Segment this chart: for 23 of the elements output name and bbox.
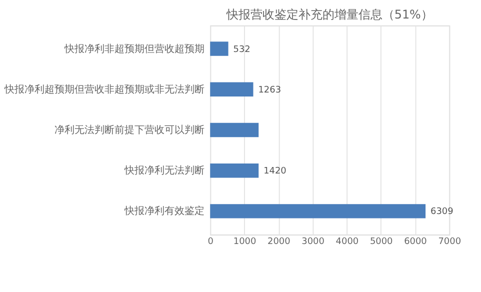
y-tick-label: 快报净利无法判断 [124,164,205,177]
x-tick-label: 4000 [336,237,359,248]
y-tick-label: 快报净利有效鉴定 [124,205,205,218]
chart-title: 快报营收鉴定补充的增量信息（51%） [225,7,433,22]
y-tick-label: 净利无法判断前提下营收可以判断 [54,124,205,136]
x-tick-label: 1000 [233,237,256,248]
data-label: 1263 [258,85,282,96]
bar [210,82,254,96]
x-tick-label: 5000 [370,237,394,248]
x-tick-label: 6000 [404,237,428,248]
y-tick-label: 快报净利超预期但营收非超预期或非无法判断 [4,83,205,96]
data-label: 1420 [264,166,287,177]
data-label: 6309 [430,207,454,218]
bar [210,163,259,178]
bar [210,122,259,138]
x-tick-label: 7000 [438,237,462,248]
bar [210,42,228,56]
x-tick-label: 3000 [302,237,325,248]
x-tick-label: 0 [208,237,214,248]
y-tick-label: 快报净利非超预期但营收超预期 [64,42,205,55]
x-tick-label: 2000 [268,237,291,248]
data-label: 532 [233,44,250,55]
bar [210,204,426,218]
